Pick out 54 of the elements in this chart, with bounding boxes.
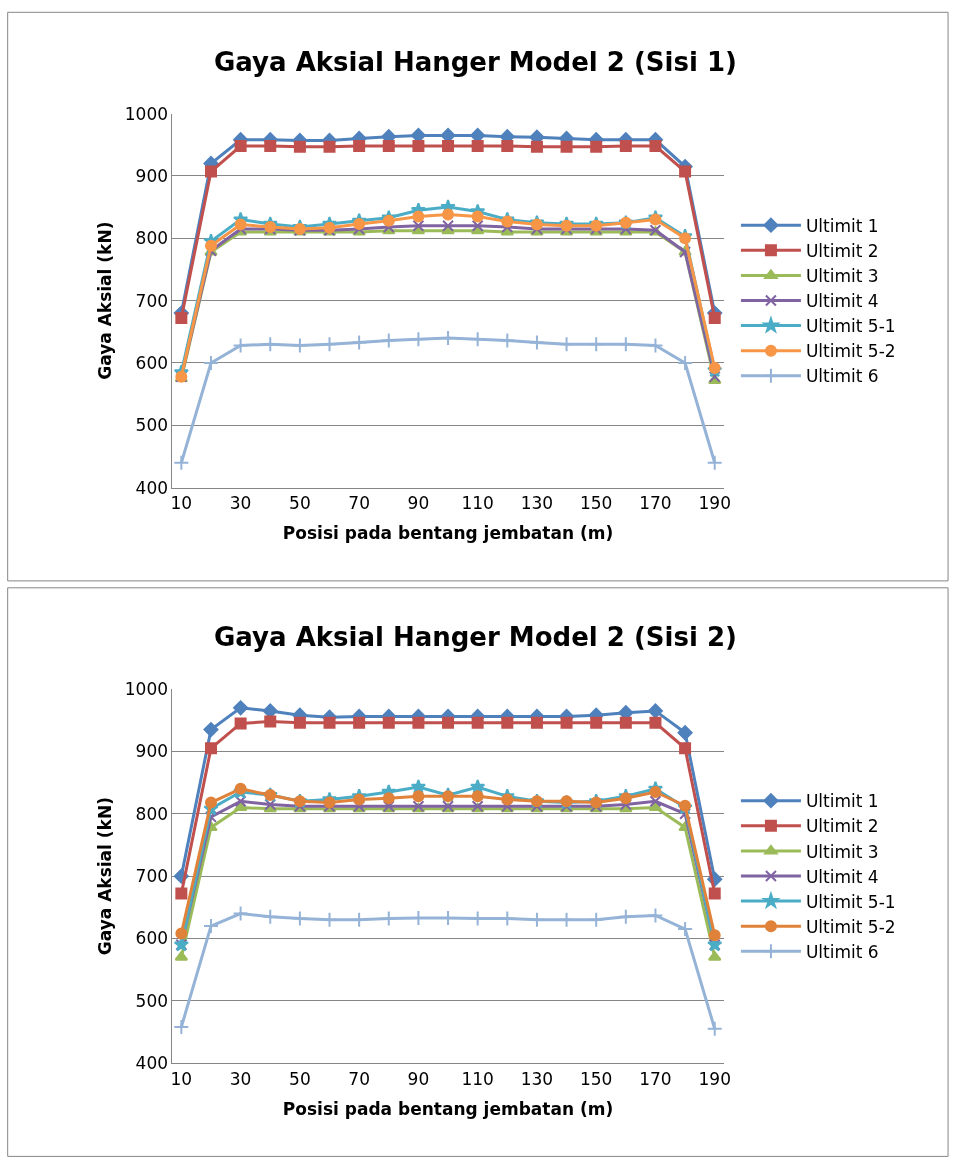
x-tick-label: 150 (579, 493, 613, 514)
x-axis-title: Posisi pada bentang jembatan (m) (282, 523, 614, 544)
legend-label: Ultimit 4 (805, 291, 879, 312)
y-tick-label: 700 (135, 866, 169, 887)
legend-label: Ultimit 1 (805, 791, 879, 812)
legend-label: Ultimit 3 (805, 841, 879, 862)
y-tick-label: 700 (135, 290, 169, 311)
x-tick-label: 170 (639, 1068, 672, 1089)
y-tick-label: 1000 (124, 103, 169, 124)
y-tick-label: 900 (135, 741, 169, 762)
y-tick-label: 600 (135, 928, 169, 949)
x-tick-label: 150 (579, 1068, 613, 1089)
x-tick-label: 170 (639, 493, 672, 514)
y-tick-label: 500 (135, 415, 169, 436)
legend-label: Ultimit 2 (805, 240, 879, 261)
x-tick-label: 30 (229, 493, 252, 514)
y-tick-label: 600 (135, 352, 169, 373)
y-tick-label: 400 (135, 477, 169, 498)
y-tick-label: 400 (135, 1053, 169, 1074)
x-tick-label: 130 (520, 1068, 554, 1089)
legend-label: Ultimit 6 (805, 941, 879, 962)
legend-label: Ultimit 4 (805, 866, 879, 887)
y-tick-label: 500 (135, 990, 169, 1011)
x-tick-label: 130 (520, 493, 554, 514)
x-tick-label: 190 (698, 493, 731, 514)
y-axis-title: Gaya Aksial (kN) (95, 221, 116, 380)
y-tick-label: 1000 (124, 679, 169, 700)
x-tick-label: 10 (170, 1068, 193, 1089)
chart-title: Gaya Aksial Hanger Model 2 (Sisi 1) (214, 47, 737, 77)
legend-label: Ultimit 1 (805, 215, 879, 236)
x-tick-label: 30 (229, 1068, 252, 1089)
x-tick-label: 90 (407, 1068, 430, 1089)
x-tick-label: 110 (461, 493, 494, 514)
chart-title: Gaya Aksial Hanger Model 2 (Sisi 2) (214, 622, 737, 652)
legend-label: Ultimit 5-2 (805, 341, 896, 362)
x-axis-title: Posisi pada bentang jembatan (m) (282, 1098, 614, 1119)
legend-label: Ultimit 2 (805, 816, 879, 837)
legend-label: Ultimit 5-1 (805, 891, 896, 912)
x-tick-label: 10 (170, 493, 193, 514)
x-tick-label: 50 (289, 1068, 311, 1089)
y-axis-title: Gaya Aksial (kN) (95, 797, 116, 956)
legend-label: Ultimit 3 (805, 266, 879, 287)
y-tick-label: 800 (135, 803, 169, 824)
legend-label: Ultimit 6 (805, 366, 879, 387)
x-tick-label: 190 (698, 1068, 731, 1089)
legend-label: Ultimit 5-2 (805, 916, 896, 937)
x-tick-label: 90 (407, 493, 430, 514)
x-tick-label: 50 (289, 493, 311, 514)
legend-label: Ultimit 5-1 (805, 316, 896, 337)
x-tick-label: 70 (348, 493, 370, 514)
x-tick-label: 70 (348, 1068, 370, 1089)
y-tick-label: 900 (135, 165, 169, 186)
x-tick-label: 110 (461, 1068, 494, 1089)
y-tick-label: 800 (135, 228, 169, 249)
